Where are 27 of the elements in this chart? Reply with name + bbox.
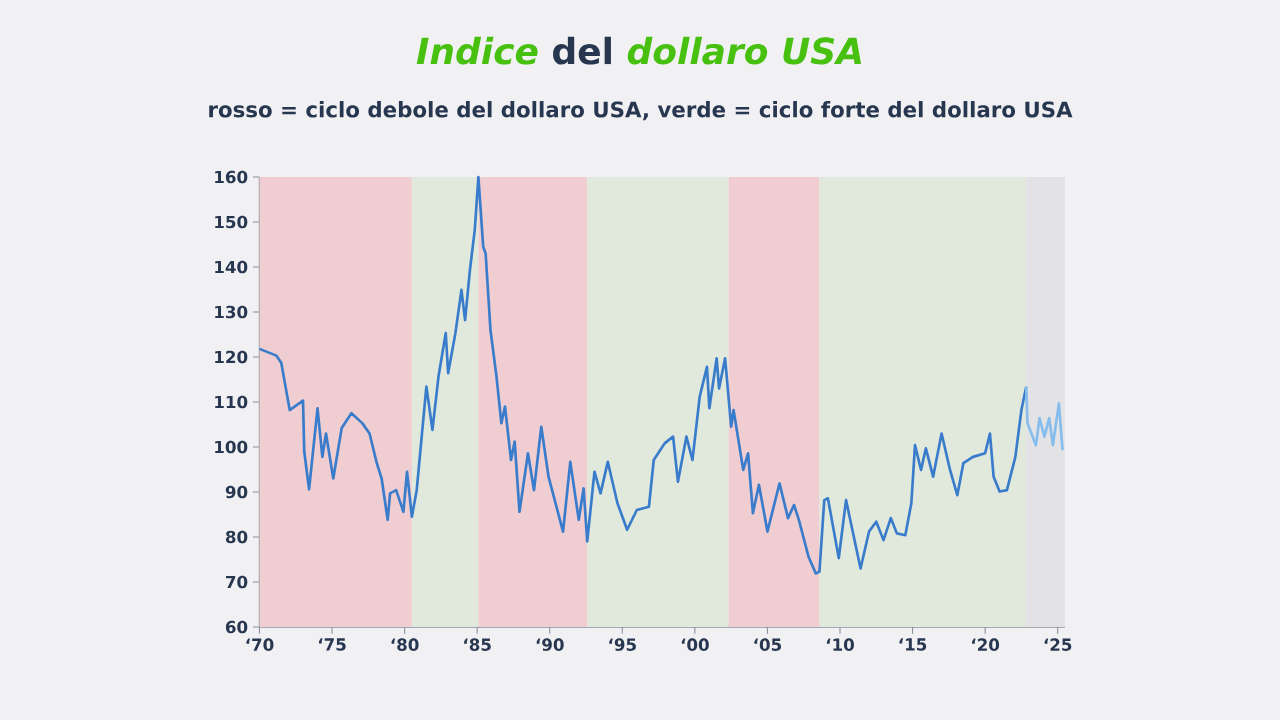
y-tick-label: 140 <box>215 260 248 274</box>
x-tick-label: ‘15 <box>899 638 927 651</box>
x-tick-label: ‘10 <box>826 638 854 651</box>
y-tick-label: 120 <box>215 350 248 364</box>
x-tick-label: ‘00 <box>681 638 709 651</box>
line-series <box>258 175 1028 575</box>
y-tick-label: 160 <box>215 170 248 184</box>
line-series <box>1024 385 1064 452</box>
y-tick-label: 100 <box>215 440 248 454</box>
chart-title: Indice del dollaro USA <box>416 36 862 65</box>
y-tick-label: 60 <box>225 620 248 634</box>
x-tick-label: ‘80 <box>391 638 419 651</box>
y-tick-label: 130 <box>215 305 248 319</box>
x-tick-label: ‘25 <box>1044 638 1072 651</box>
x-tick-label: ‘70 <box>246 638 274 651</box>
x-tick-label: ‘05 <box>754 638 782 651</box>
y-tick-label: 80 <box>225 530 248 544</box>
x-tick-label: ‘85 <box>464 638 491 651</box>
y-tick-label: 150 <box>215 215 248 229</box>
x-tick-label: ‘20 <box>972 638 1000 651</box>
y-tick-label: 90 <box>225 485 248 499</box>
x-tick-label: ‘75 <box>318 638 346 651</box>
y-tick-label: 70 <box>226 575 248 589</box>
chart-subtitle: rosso = ciclo debole del dollaro USA, verde = ciclo forte del dollaro USA <box>209 101 1073 121</box>
y-tick-label: 110 <box>215 395 248 409</box>
x-tick-label: ‘90 <box>536 638 564 651</box>
x-tick-label: ‘95 <box>609 638 636 651</box>
